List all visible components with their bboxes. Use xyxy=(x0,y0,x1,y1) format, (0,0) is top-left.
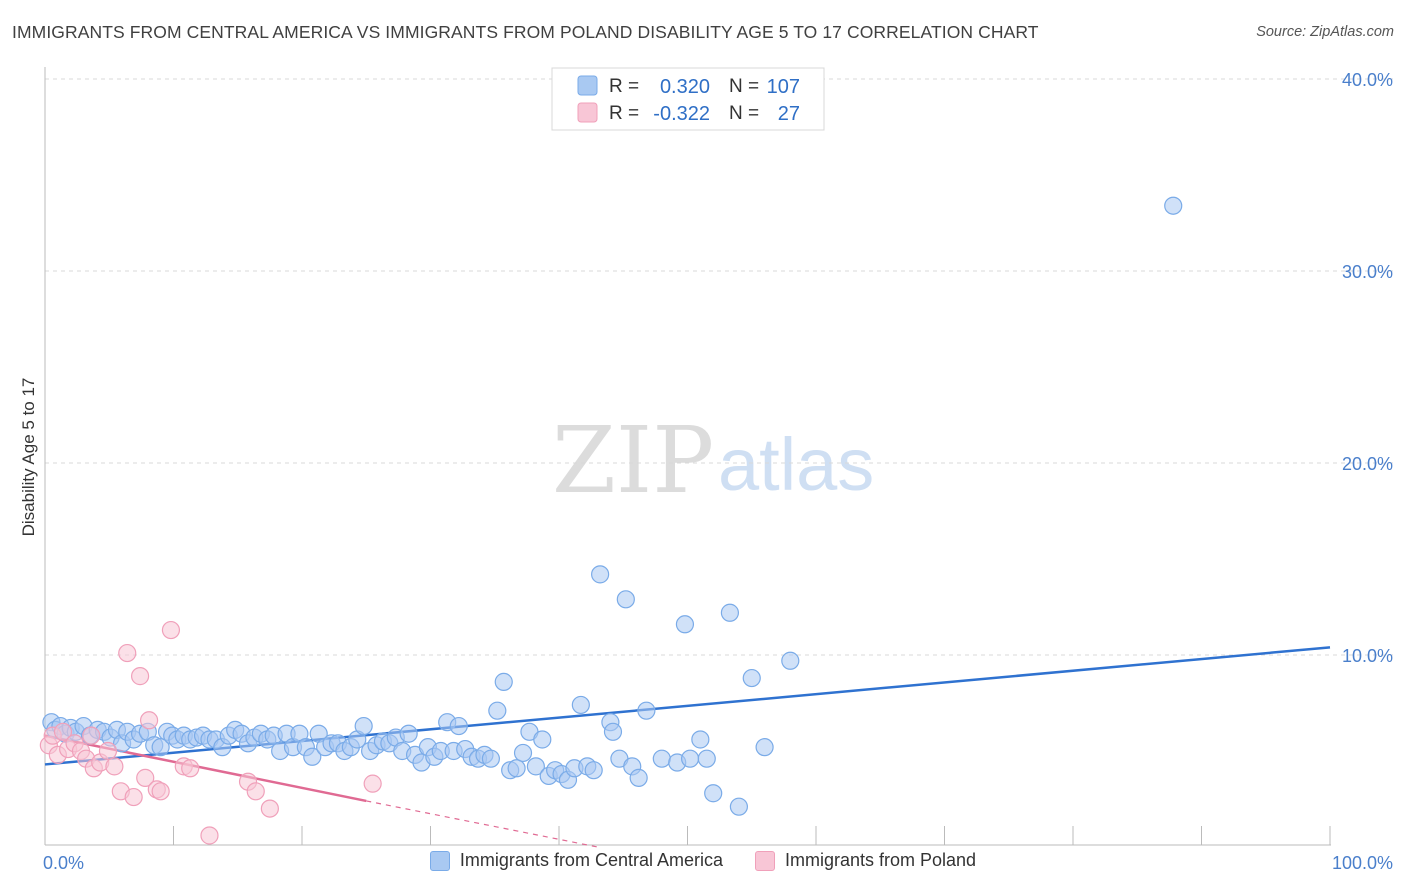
point-central-america xyxy=(675,615,695,634)
point-central-america xyxy=(697,749,716,768)
point-central-america xyxy=(481,749,500,768)
point-poland xyxy=(246,782,265,801)
point-poland xyxy=(200,826,219,845)
point-central-america xyxy=(526,757,545,776)
legend-r-label-1: R = xyxy=(609,76,639,97)
point-central-america xyxy=(704,784,723,803)
legend-item-central-america[interactable]: Immigrants from Central America xyxy=(429,850,723,871)
y-axis-label: Disability Age 5 to 17 xyxy=(19,378,38,537)
x-tick-max: 100.0% xyxy=(1332,853,1393,873)
watermark-atlas: atlas xyxy=(718,423,874,506)
x-tick-min: 0.0% xyxy=(43,853,84,873)
point-central-america xyxy=(584,761,603,780)
stats-legend: R = 0.320 N = 107 R = -0.322 N = 27 xyxy=(551,67,825,131)
point-poland xyxy=(151,782,170,801)
point-poland xyxy=(136,768,155,787)
point-poland xyxy=(139,711,159,730)
point-central-america xyxy=(494,672,513,691)
point-poland xyxy=(181,759,200,778)
point-poland xyxy=(161,620,181,640)
point-central-america xyxy=(354,716,373,736)
gridlines xyxy=(45,78,1395,656)
point-central-america xyxy=(629,768,648,787)
point-poland xyxy=(130,667,150,686)
trend-line-central-america xyxy=(44,646,1331,766)
legend-n-value-2: 27 xyxy=(778,103,800,125)
y-tick-label: 20.0% xyxy=(1342,454,1393,474)
data-points xyxy=(39,196,1183,845)
point-central-america xyxy=(781,651,800,670)
point-central-america xyxy=(151,738,170,757)
point-poland xyxy=(82,726,101,745)
legend-r-value-1: 0.320 xyxy=(660,76,710,98)
point-central-america xyxy=(616,590,635,609)
point-central-america xyxy=(591,565,610,584)
point-central-america xyxy=(1164,196,1183,215)
legend-item-poland[interactable]: Immigrants from Poland xyxy=(755,850,976,871)
trend-line-poland xyxy=(44,734,367,803)
point-central-america xyxy=(507,759,526,778)
y-tick-label: 30.0% xyxy=(1342,262,1393,282)
chart-title: IMMIGRANTS FROM CENTRAL AMERICA VS IMMIG… xyxy=(12,22,1039,42)
axes xyxy=(44,67,1331,846)
trend-line-poland-extrapolated xyxy=(366,800,598,848)
point-central-america xyxy=(533,730,552,749)
y-tick-label: 40.0% xyxy=(1342,70,1393,90)
point-poland xyxy=(53,722,73,741)
legend-n-label-1: N = xyxy=(729,76,759,97)
legend-r-value-2: -0.322 xyxy=(653,103,710,125)
point-poland xyxy=(124,787,143,807)
point-central-america xyxy=(303,747,322,766)
point-poland xyxy=(363,774,382,793)
series-legend: Immigrants from Central America Immigran… xyxy=(0,850,1406,871)
point-central-america xyxy=(720,603,740,622)
legend-swatch-poland xyxy=(577,102,598,123)
legend-label-poland: Immigrants from Poland xyxy=(785,850,977,870)
legend-r-label-2: R = xyxy=(609,103,639,124)
watermark-zip: ZIP xyxy=(552,407,714,514)
legend-swatch-blue xyxy=(429,850,450,871)
trend-lines xyxy=(44,646,1331,848)
point-central-america xyxy=(652,749,671,768)
y-tick-label: 10.0% xyxy=(1342,646,1393,666)
legend-swatch-pink xyxy=(755,850,775,871)
point-central-america xyxy=(755,738,774,757)
point-central-america xyxy=(513,743,533,763)
point-central-america xyxy=(637,701,656,720)
point-central-america xyxy=(691,730,710,749)
legend-swatch-central-america xyxy=(577,75,598,96)
point-central-america xyxy=(571,695,590,715)
point-central-america xyxy=(603,722,623,741)
point-poland xyxy=(118,643,137,663)
point-central-america xyxy=(399,724,418,743)
legend-n-label-2: N = xyxy=(729,103,759,124)
point-central-america xyxy=(680,749,700,768)
legend-label-central-america: Immigrants from Central America xyxy=(459,850,723,870)
point-central-america xyxy=(742,668,761,688)
y-tick-labels: 10.0% 20.0% 30.0% 40.0% xyxy=(1342,70,1393,666)
point-central-america xyxy=(729,797,749,816)
point-poland xyxy=(98,741,118,761)
point-poland xyxy=(105,757,124,776)
legend-n-value-1: 107 xyxy=(767,76,800,98)
point-poland xyxy=(260,799,279,818)
point-central-america xyxy=(449,716,468,736)
point-central-america xyxy=(488,701,507,720)
source-label: Source: ZipAtlas.com xyxy=(1256,24,1394,40)
